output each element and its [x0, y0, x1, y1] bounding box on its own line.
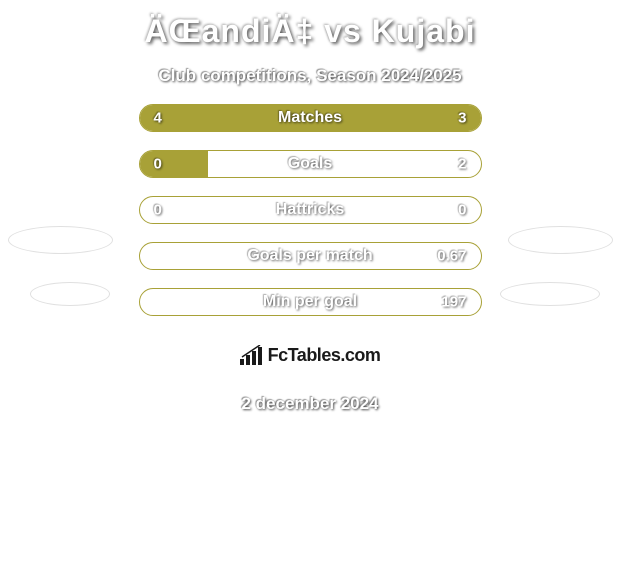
stat-label: Matches [278, 109, 342, 127]
stats-area: 4 Matches 3 0 Goals 2 0 Hattricks 0 [0, 104, 620, 316]
page-title: ÄŒandiÄ‡ vs Kujabi [0, 5, 620, 58]
stat-value-right: 3 [458, 110, 466, 127]
bar-fill-left [140, 151, 208, 177]
stat-label: Goals per match [247, 247, 372, 265]
stat-value-right: 0.67 [437, 248, 466, 265]
comparison-widget: ÄŒandiÄ‡ vs Kujabi Club competitions, Se… [0, 0, 620, 414]
stat-row: Min per goal 197 [0, 288, 620, 316]
stat-label: Min per goal [263, 293, 357, 311]
stat-bar: Min per goal 197 [139, 288, 482, 316]
stat-row: 0 Goals 2 [0, 150, 620, 178]
logo-text: FcTables.com [268, 345, 381, 366]
stat-bar: 0 Goals 2 [139, 150, 482, 178]
stat-value-right: 0 [458, 202, 466, 219]
stat-label: Goals [288, 155, 332, 173]
stat-value-left: 4 [154, 110, 162, 127]
branding-logo[interactable]: FcTables.com [203, 334, 418, 376]
logo-inner: FcTables.com [240, 345, 381, 366]
page-subtitle: Club competitions, Season 2024/2025 [0, 58, 620, 104]
stat-value-left: 0 [154, 156, 162, 173]
stat-value-left: 0 [154, 202, 162, 219]
stat-row: 0 Hattricks 0 [0, 196, 620, 224]
stat-value-right: 2 [458, 156, 466, 173]
stat-row: Goals per match 0.67 [0, 242, 620, 270]
stat-label: Hattricks [276, 201, 344, 219]
stat-bar: 0 Hattricks 0 [139, 196, 482, 224]
stat-bar: Goals per match 0.67 [139, 242, 482, 270]
stat-bar: 4 Matches 3 [139, 104, 482, 132]
stat-row: 4 Matches 3 [0, 104, 620, 132]
stat-value-right: 197 [441, 294, 466, 311]
footer-date: 2 december 2024 [0, 376, 620, 414]
chart-icon [240, 345, 264, 365]
